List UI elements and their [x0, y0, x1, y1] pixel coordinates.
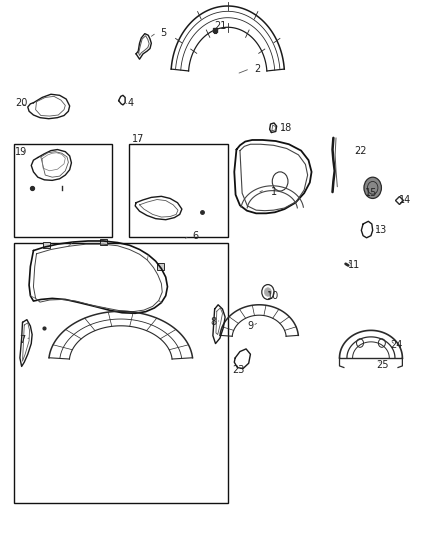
Text: 14: 14: [399, 195, 411, 205]
Text: 20: 20: [15, 98, 28, 108]
Text: 10: 10: [267, 290, 279, 301]
Bar: [100, 239, 107, 245]
Text: 13: 13: [375, 225, 388, 236]
Text: 24: 24: [390, 340, 403, 350]
Text: 25: 25: [376, 360, 389, 370]
Circle shape: [265, 288, 272, 296]
Text: 4: 4: [127, 98, 134, 108]
Text: 11: 11: [348, 261, 360, 270]
Text: 9: 9: [247, 321, 254, 331]
Text: 19: 19: [15, 147, 27, 157]
Bar: [43, 242, 50, 248]
Bar: [130, 144, 228, 237]
Text: 7: 7: [19, 335, 25, 345]
Text: 18: 18: [280, 123, 293, 133]
Text: 8: 8: [210, 317, 216, 327]
Circle shape: [364, 177, 381, 198]
Text: 5: 5: [160, 28, 166, 38]
Text: 23: 23: [232, 365, 244, 375]
Text: 6: 6: [193, 231, 199, 241]
Bar: [14, 243, 228, 503]
Bar: [156, 263, 163, 270]
Text: 15: 15: [365, 188, 378, 198]
Bar: [14, 144, 112, 237]
Text: 22: 22: [354, 146, 367, 156]
Text: 2: 2: [254, 64, 260, 74]
Text: 1: 1: [272, 187, 278, 197]
Text: 21: 21: [214, 21, 226, 31]
Text: 17: 17: [132, 134, 144, 144]
